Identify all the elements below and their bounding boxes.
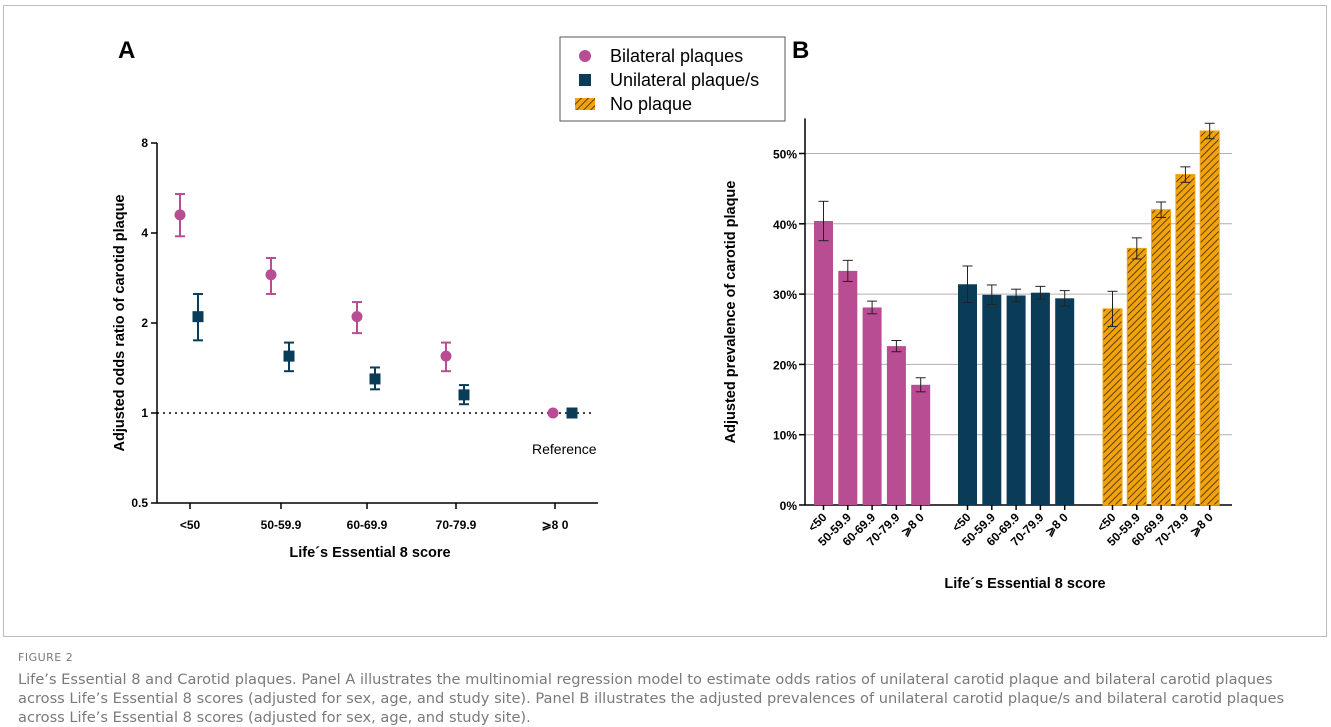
figure-label: FIGURE 2 bbox=[18, 651, 74, 664]
panel-b-bar bbox=[1199, 130, 1220, 506]
panel-b-chart: B0%10%20%30%40%50%<5050-59.960-69.970-79… bbox=[723, 37, 1232, 592]
legend-box bbox=[559, 36, 786, 122]
panel-b-bar bbox=[814, 220, 833, 505]
panel-a-point-bilateral bbox=[440, 350, 452, 362]
figure-panel-box bbox=[3, 5, 1327, 637]
panel-b-x-tick-label: ⩾8 0 bbox=[898, 510, 927, 539]
panel-a-x-tick-label: <50 bbox=[180, 518, 201, 532]
panel-b-bar bbox=[1126, 247, 1147, 506]
panel-a-point-unilateral bbox=[566, 407, 578, 419]
panel-b-x-axis-label: Life´s Essential 8 score bbox=[944, 576, 1105, 592]
panel-b-bar bbox=[1030, 292, 1050, 505]
panel-a-x-tick-label: 70-79.9 bbox=[436, 518, 477, 532]
panel-a-y-tick-label: 2 bbox=[141, 316, 148, 330]
panel-a-x-tick-label: ⩾8 0 bbox=[542, 518, 569, 532]
legend-label: Bilateral plaques bbox=[610, 46, 743, 66]
panel-a-y-axis-label: Adjusted odds ratio of carotid plaque bbox=[112, 195, 128, 452]
legend-marker-bilateral bbox=[579, 50, 591, 62]
panel-a-point-bilateral bbox=[265, 269, 277, 281]
panel-a-point-unilateral bbox=[458, 389, 470, 401]
legend-marker-no-plaque bbox=[575, 98, 595, 110]
panel-b-bar bbox=[1055, 298, 1075, 505]
panel-a-x-tick-label: 50-59.9 bbox=[261, 518, 302, 532]
legend-marker-unilateral bbox=[579, 74, 591, 86]
legend-label: Unilateral plaque/s bbox=[610, 70, 759, 90]
panel-b-x-tick-label: ⩾8 0 bbox=[1187, 510, 1216, 539]
panel-b-y-axis-label: Adjusted prevalence of carotid plaque bbox=[723, 181, 739, 444]
panel-a-x-axis-label: Life´s Essential 8 score bbox=[289, 545, 450, 561]
panel-a-point-unilateral bbox=[192, 311, 204, 323]
panel-b-bar bbox=[982, 294, 1002, 505]
panel-b-y-tick-label: 40% bbox=[773, 218, 797, 232]
panel-a-label: A bbox=[118, 37, 135, 64]
panel-b-bar bbox=[1151, 209, 1172, 506]
panel-a-y-tick-label: 1 bbox=[141, 406, 148, 420]
legend: Bilateral plaques Unilateral plaque/s No p… bbox=[559, 36, 786, 122]
panel-b-bar bbox=[911, 384, 931, 505]
panel-a-point-unilateral bbox=[369, 373, 381, 385]
panel-b-y-tick-label: 30% bbox=[773, 288, 797, 302]
panel-b-y-tick-label: 0% bbox=[780, 499, 798, 513]
panel-b-bar bbox=[838, 270, 858, 505]
panel-b-bar bbox=[1175, 174, 1196, 506]
panel-a-chart: A 0.5 1 2 4 8 <50 50-59.9 60-69.9 70-79.9 ⩾8 0 Refe… bbox=[112, 37, 598, 561]
panel-b-bar bbox=[886, 346, 906, 505]
panel-a-reference-annotation: Reference bbox=[532, 441, 597, 457]
panel-a-x-tick-label: 60-69.9 bbox=[347, 518, 388, 532]
panel-b-x-tick-label: ⩾8 0 bbox=[1042, 510, 1071, 539]
panel-a-point-bilateral bbox=[174, 209, 186, 221]
panel-a-point-unilateral bbox=[283, 350, 295, 362]
panel-b-y-tick-label: 20% bbox=[773, 358, 797, 372]
panel-a-point-bilateral bbox=[547, 407, 559, 419]
panel-b-bar bbox=[1006, 295, 1026, 505]
panel-b-bar bbox=[958, 284, 977, 505]
panel-b-bar bbox=[862, 307, 882, 505]
panel-a-point-bilateral bbox=[351, 311, 363, 323]
figure-caption: Life’s Essential 8 and Carotid plaques. … bbox=[18, 671, 1285, 726]
panel-b-label: B bbox=[792, 37, 809, 64]
panel-a-y-tick-label: 4 bbox=[141, 226, 148, 240]
panel-b-y-tick-label: 10% bbox=[773, 429, 797, 443]
panel-a-y-tick-label: 8 bbox=[141, 136, 148, 150]
panel-b-y-tick-label: 50% bbox=[773, 148, 797, 162]
panel-a-y-tick-label: 0.5 bbox=[131, 496, 148, 510]
legend-label: No plaque bbox=[610, 94, 692, 114]
panel-b-bar bbox=[1102, 308, 1123, 506]
